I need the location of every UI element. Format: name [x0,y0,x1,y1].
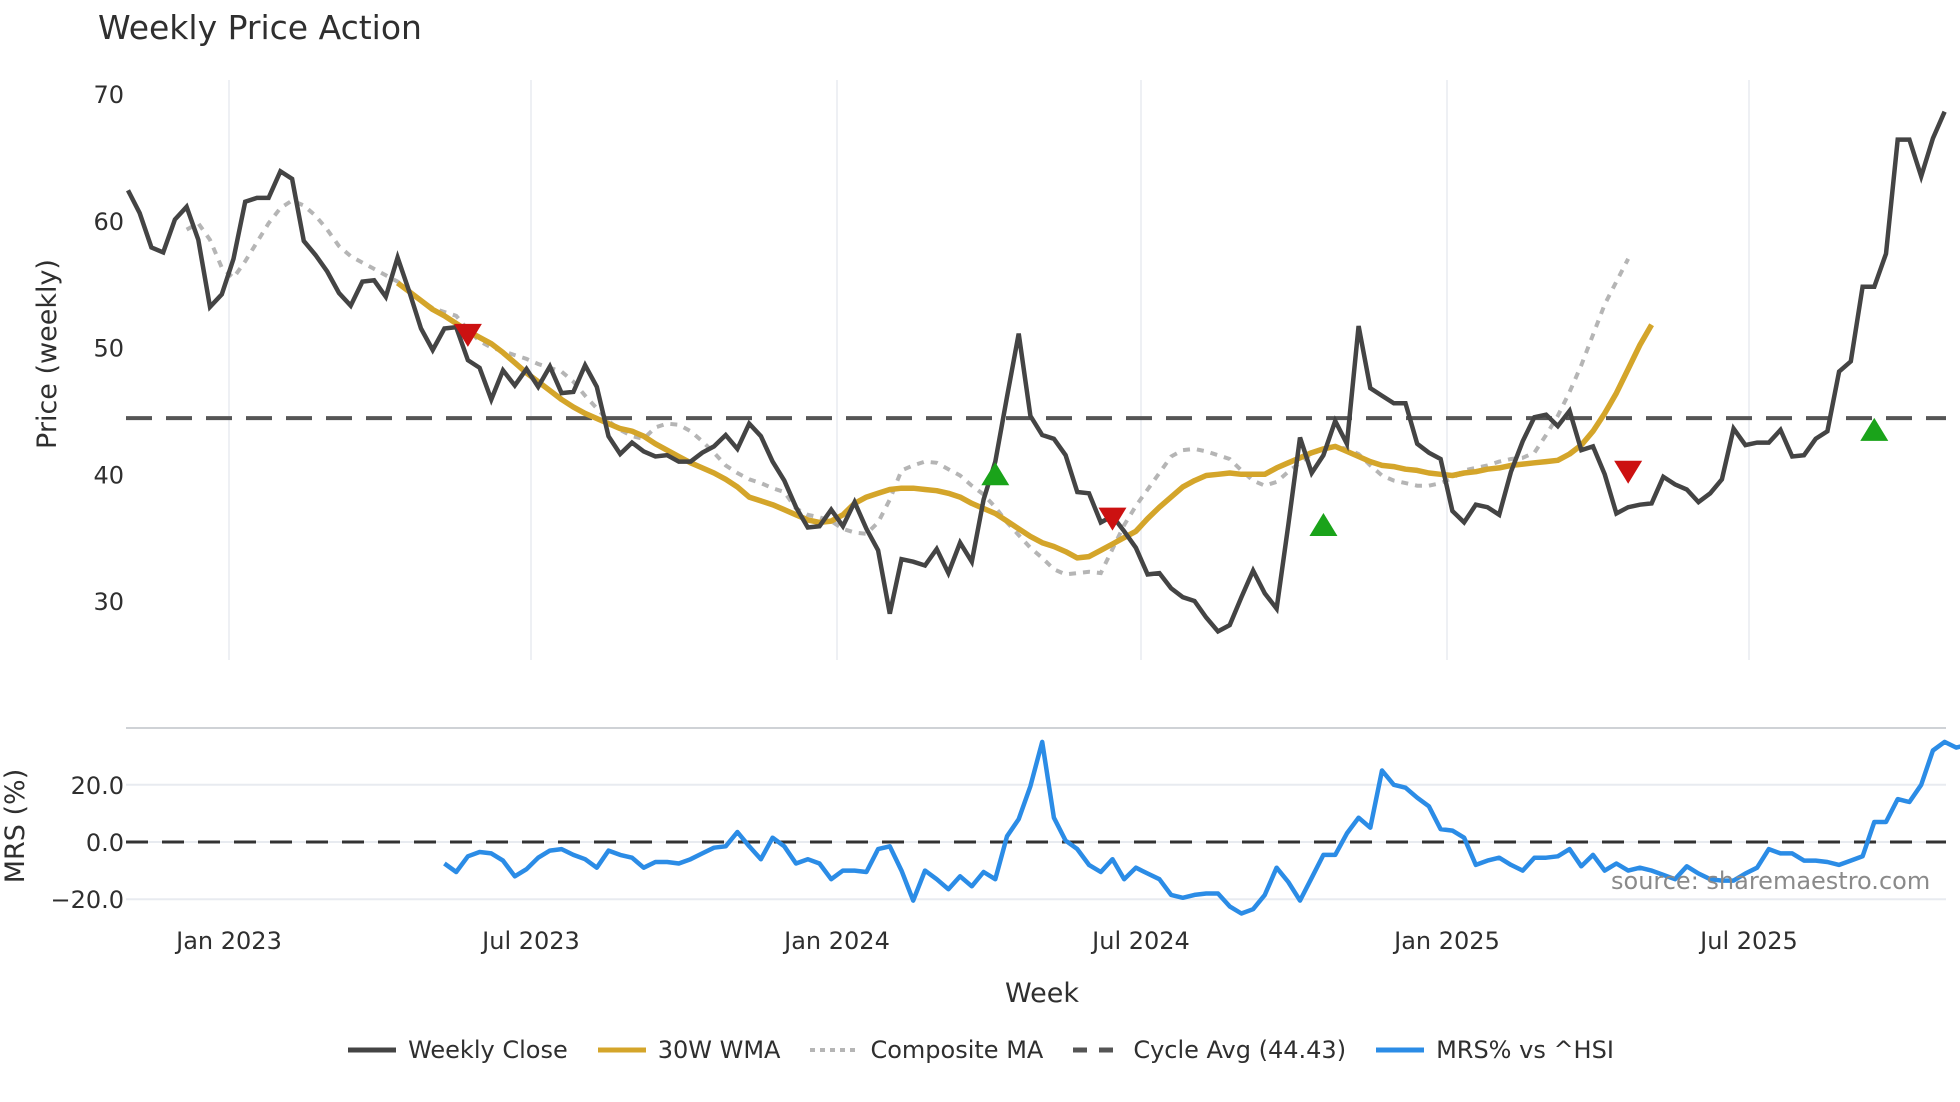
legend-label: 30W WMA [657,1036,781,1064]
mrs-y-axis-label: MRS (%) [0,769,31,884]
x-tick: Jul 2024 [1090,927,1190,955]
mrs-line [443,739,1960,916]
chart-title: Weekly Price Action [98,8,422,47]
price-y-axis: 30 40 50 60 70 [93,81,124,616]
legend-swatch-icon [597,1047,646,1053]
series-layer [125,110,1960,916]
legend-item-cycle[interactable]: Cycle Avg (44.43) [1071,1036,1346,1064]
sell-signal-icon [1614,460,1643,484]
x-tick: Jul 2023 [480,927,580,955]
x-axis-label: Week [1005,978,1079,1009]
composite-ma-line [185,198,1630,577]
legend-label: Composite MA [870,1036,1044,1064]
sell-signal-icon [1098,507,1127,531]
legend-label: Weekly Close [408,1036,568,1064]
sell-signal-icon [453,323,482,347]
x-axis: Jan 2023 Jul 2023 Jan 2024 Jul 2024 Jan 2025… [174,927,1798,955]
price-y-tick: 50 [93,335,124,363]
mrs-y-tick: 0.0 [86,829,124,857]
price-y-axis-label: Price (weekly) [32,259,63,449]
legend-swatch-icon [1073,1047,1122,1053]
legend-item-composite[interactable]: Composite MA [808,1036,1043,1064]
legend-item-wma[interactable]: 30W WMA [596,1036,781,1064]
buy-signal-icon [981,462,1010,486]
wma-30w-line [395,280,1654,561]
signal-markers [453,323,1889,536]
buy-signal-icon [1860,417,1889,441]
legend-label: MRS% vs ^HSI [1436,1036,1614,1064]
x-tick: Jan 2024 [782,927,890,955]
gridlines [126,80,1946,901]
x-tick: Jan 2025 [1392,927,1500,955]
price-y-tick: 60 [93,208,124,236]
mrs-y-tick: 20.0 [71,772,124,800]
legend-swatch-icon [810,1048,859,1052]
legend-swatch-icon [348,1047,397,1053]
buy-signal-icon [1309,512,1338,536]
legend-swatch-icon [1376,1047,1425,1053]
weekly-close-line [125,110,1947,635]
x-tick: Jan 2023 [174,927,282,955]
source-watermark: source: sharemaestro.com [1611,867,1931,895]
mrs-y-axis: −20.0 0.0 20.0 [50,772,124,914]
price-y-tick: 70 [93,81,124,109]
mrs-y-tick: −20.0 [50,886,124,914]
legend-item-close[interactable]: Weekly Close [346,1036,568,1064]
price-y-tick: 40 [93,461,124,489]
price-y-tick: 30 [93,588,124,616]
legend-label: Cycle Avg (44.43) [1133,1036,1347,1064]
x-tick: Jul 2025 [1698,927,1798,955]
legend: Weekly Close 30W WMA Composite MA Cycle Avg… [0,1036,1960,1064]
legend-item-mrs[interactable]: MRS% vs ^HSI [1374,1036,1614,1064]
